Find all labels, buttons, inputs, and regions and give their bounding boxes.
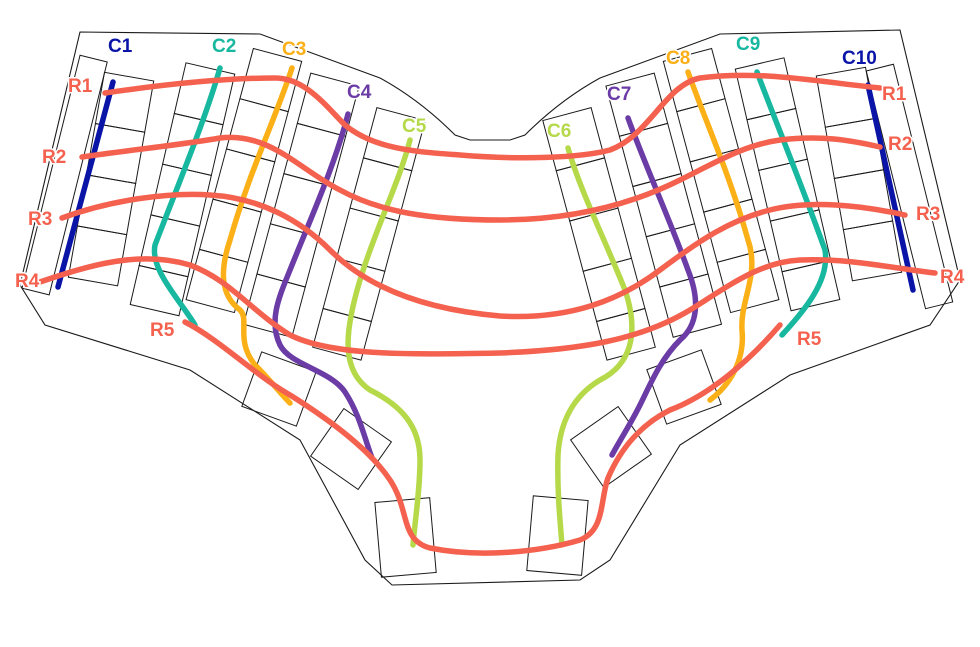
row-label-right-r2: R2 <box>888 134 912 155</box>
column-label-c7: C7 <box>607 84 631 105</box>
row-label-right-r3: R3 <box>916 204 940 225</box>
row-wire-r3 <box>59 191 908 320</box>
column-label-c9: C9 <box>736 34 760 55</box>
row-wire-r5 <box>182 319 783 556</box>
column-label-c3: C3 <box>282 39 306 60</box>
column-label-c8: C8 <box>666 48 690 69</box>
row-wire-r2 <box>79 134 883 223</box>
column-wire-c5 <box>345 137 423 548</box>
column-label-c2: C2 <box>212 36 236 57</box>
column-label-c5: C5 <box>402 116 427 137</box>
column-labels: C1 C2 C3 C4 C5 C6 C7 C8 C9 C10 <box>107 33 879 144</box>
column-label-c6: C6 <box>547 121 571 142</box>
row-wire-r1 <box>102 72 883 161</box>
column-wire-c6 <box>555 145 635 548</box>
column-wire-c4 <box>272 111 375 461</box>
column-wire-c10 <box>865 82 916 293</box>
column-label-c1: C1 <box>108 36 133 57</box>
key-column-c1 <box>67 71 155 287</box>
right-key-grid <box>526 47 954 576</box>
column-wire-c2 <box>151 65 223 328</box>
key-column-c5 <box>312 107 426 361</box>
row-label-left-r1: R1 <box>68 76 93 97</box>
row-label-right-r4: R4 <box>940 267 965 288</box>
column-label-c10: C10 <box>842 48 877 69</box>
column-wire-c7 <box>609 115 699 458</box>
key-column-c4 <box>242 72 360 338</box>
row-label-left-r2: R2 <box>42 147 66 168</box>
left-key-grid <box>21 47 437 578</box>
row-wire-r4 <box>37 256 938 357</box>
column-wire-c1 <box>55 79 116 290</box>
row-label-right-r1: R1 <box>882 84 907 105</box>
column-label-c4: C4 <box>347 82 372 103</box>
row-label-right-r5: R5 <box>797 329 822 350</box>
row-labels: R1 R2 R3 R4 R5 R1 R2 R3 R4 R5 <box>14 75 967 352</box>
row-label-left-r5: R5 <box>150 320 175 341</box>
row-wires <box>37 72 938 556</box>
row-label-left-r3: R3 <box>28 209 52 230</box>
key-column-c1-inner <box>21 54 108 296</box>
keyboard-case-outline <box>19 29 961 586</box>
column-wire-c3 <box>220 65 295 406</box>
key-column-c10-inner <box>865 63 954 310</box>
column-wire-c9 <box>754 69 829 338</box>
row-label-left-r4: R4 <box>15 271 40 292</box>
